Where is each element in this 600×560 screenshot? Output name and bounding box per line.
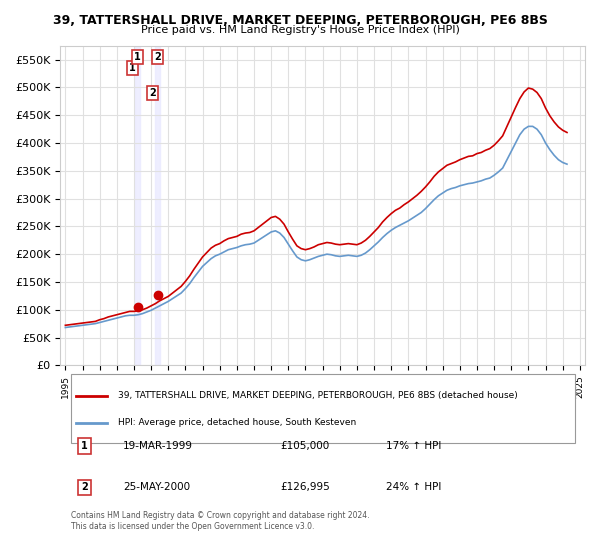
Text: 2: 2	[154, 52, 161, 62]
Bar	[135, 46, 140, 365]
Text: Contains HM Land Registry data © Crown copyright and database right 2024.
This d: Contains HM Land Registry data © Crown c…	[71, 511, 369, 531]
FancyBboxPatch shape	[71, 374, 575, 442]
Text: 39, TATTERSHALL DRIVE, MARKET DEEPING, PETERBOROUGH, PE6 8BS (detached house): 39, TATTERSHALL DRIVE, MARKET DEEPING, P…	[118, 391, 518, 400]
Bar	[155, 46, 160, 365]
Text: £126,995: £126,995	[281, 483, 331, 492]
Text: 1: 1	[134, 52, 141, 62]
Text: £105,000: £105,000	[281, 441, 330, 451]
Text: 17% ↑ HPI: 17% ↑ HPI	[386, 441, 441, 451]
Text: 2: 2	[81, 483, 88, 492]
Text: 25-MAY-2000: 25-MAY-2000	[123, 483, 190, 492]
Text: 2: 2	[149, 88, 156, 98]
Text: 39, TATTERSHALL DRIVE, MARKET DEEPING, PETERBOROUGH, PE6 8BS: 39, TATTERSHALL DRIVE, MARKET DEEPING, P…	[53, 14, 547, 27]
Text: 19-MAR-1999: 19-MAR-1999	[123, 441, 193, 451]
Text: 1: 1	[81, 441, 88, 451]
Text: HPI: Average price, detached house, South Kesteven: HPI: Average price, detached house, Sout…	[118, 418, 356, 427]
Text: 1: 1	[129, 63, 136, 73]
Text: 24% ↑ HPI: 24% ↑ HPI	[386, 483, 441, 492]
Text: Price paid vs. HM Land Registry's House Price Index (HPI): Price paid vs. HM Land Registry's House …	[140, 25, 460, 35]
